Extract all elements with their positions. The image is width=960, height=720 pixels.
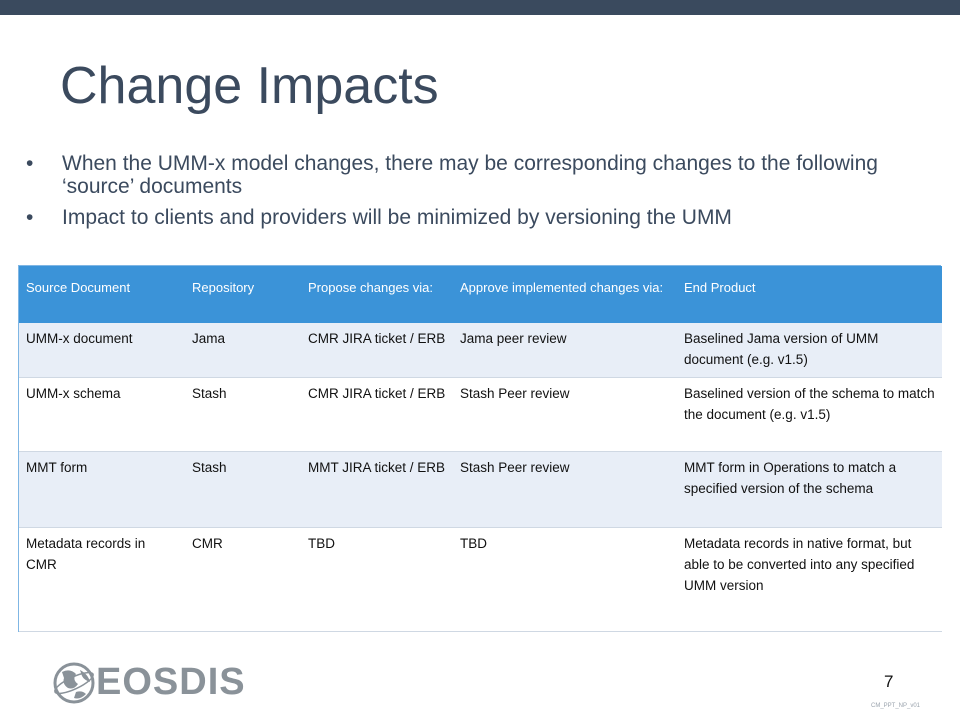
bullet-item: • When the UMM-x model changes, there may… xyxy=(26,152,936,198)
page-number: 7 xyxy=(884,672,894,691)
table-row: Metadata records in CMR CMR TBD TBD Meta… xyxy=(19,527,942,632)
bullet-item: • Impact to clients and providers will be… xyxy=(26,206,936,229)
bullet-glyph: • xyxy=(26,152,34,175)
header-propose: Propose changes via: xyxy=(301,266,453,323)
table-cell: Stash xyxy=(185,377,301,452)
table-cell: Stash Peer review xyxy=(453,451,677,528)
eosdis-globe-icon xyxy=(53,662,95,704)
table-cell: Baselined Jama version of UMM document (… xyxy=(677,323,942,378)
table-cell: UMM-x document xyxy=(19,323,185,378)
header-end-product: End Product xyxy=(677,266,942,323)
table-cell: Jama xyxy=(185,323,301,378)
table-row: UMM-x schema Stash CMR JIRA ticket / ERB… xyxy=(19,377,942,452)
bullet-text: When the UMM-x model changes, there may … xyxy=(62,152,878,198)
change-impacts-table: Source Document Repository Propose chang… xyxy=(18,265,942,632)
slide-title: Change Impacts xyxy=(60,57,439,115)
bullet-glyph: • xyxy=(26,206,34,229)
bullet-text: Impact to clients and providers will be … xyxy=(62,206,732,229)
table-cell: UMM-x schema xyxy=(19,377,185,452)
table-row: MMT form Stash MMT JIRA ticket / ERB Sta… xyxy=(19,451,942,528)
table-cell: MMT form in Operations to match a specif… xyxy=(677,451,942,528)
bullet-list: • When the UMM-x model changes, there may… xyxy=(26,152,936,237)
table-cell: Stash xyxy=(185,451,301,528)
footer-code: CM_PPT_NP_v01 xyxy=(871,703,921,709)
table-cell: TBD xyxy=(453,527,677,632)
table-cell: Metadata records in native format, but a… xyxy=(677,527,942,632)
table-header-row: Source Document Repository Propose chang… xyxy=(19,266,942,323)
table-cell: Baselined version of the schema to match… xyxy=(677,377,942,452)
table-cell: CMR JIRA ticket / ERB xyxy=(301,377,453,452)
table-cell: MMT form xyxy=(19,451,185,528)
header-approve: Approve implemented changes via: xyxy=(453,266,677,323)
table-cell: Metadata records in CMR xyxy=(19,527,185,632)
eosdis-logo-text: EOSDIS xyxy=(96,661,246,703)
table-cell: MMT JIRA ticket / ERB xyxy=(301,451,453,528)
table-cell: Jama peer review xyxy=(453,323,677,378)
table-cell: TBD xyxy=(301,527,453,632)
header-source-document: Source Document xyxy=(19,266,185,323)
table-cell: CMR xyxy=(185,527,301,632)
table-cell: Stash Peer review xyxy=(453,377,677,452)
header-repository: Repository xyxy=(185,266,301,323)
table-cell: CMR JIRA ticket / ERB xyxy=(301,323,453,378)
table-row: UMM-x document Jama CMR JIRA ticket / ER… xyxy=(19,323,942,378)
top-bar xyxy=(0,0,960,15)
